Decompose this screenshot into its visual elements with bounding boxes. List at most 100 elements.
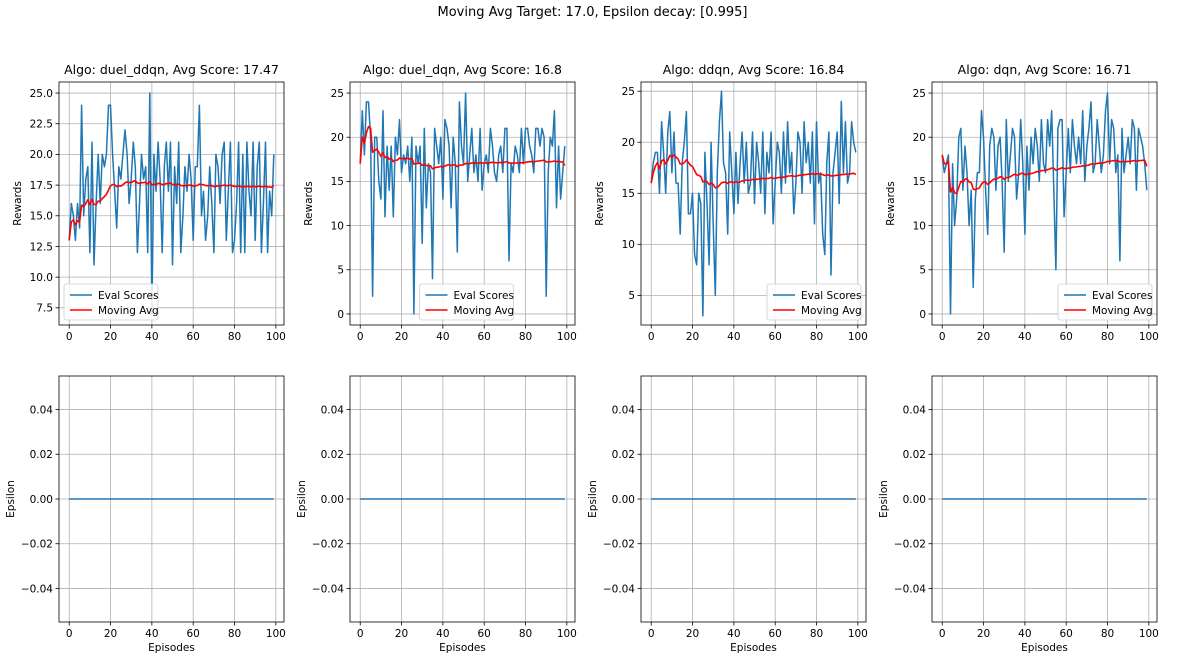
x-tick-label: 40 <box>436 628 449 640</box>
x-tick-label: 20 <box>395 331 408 343</box>
x-tick-label: 100 <box>266 331 286 343</box>
x-tick-label: 60 <box>769 331 782 343</box>
y-tick-label: −0.02 <box>894 539 926 551</box>
subplot-5: 0 20 40 60 80 100 −0.04 −0.02 0.00 0.02 0.04 Episod… <box>5 375 286 654</box>
subplot-1: 0 20 40 60 80 100 7.5 10.0 12.5 15.0 17.5 20.0 22.5 2… <box>12 62 286 343</box>
subplot-4: 0 20 40 60 80 100 0 5 10 15 20 25 Algo: dqn, Avg Sco… <box>885 62 1159 343</box>
x-tick-label: 100 <box>848 331 868 343</box>
x-tick-label: 60 <box>478 628 491 640</box>
x-tick-label: 20 <box>104 628 117 640</box>
y-tick-label: 0.00 <box>903 494 926 506</box>
x-tick-label: 0 <box>357 628 364 640</box>
legend-label: Moving Avg <box>454 305 515 317</box>
legend: Eval Scores Moving Avg <box>63 283 159 321</box>
x-tick-label: 60 <box>187 331 200 343</box>
y-tick-label: 0.04 <box>903 404 927 416</box>
x-tick-label: 80 <box>519 331 532 343</box>
x-tick-label: 100 <box>1139 331 1159 343</box>
y-tick-label: −0.02 <box>312 539 344 551</box>
x-tick-label: 80 <box>519 628 532 640</box>
x-tick-label: 20 <box>686 331 699 343</box>
y-tick-label: 25 <box>331 88 344 100</box>
x-tick-label: 40 <box>436 331 449 343</box>
y-axis-label: Rewards <box>303 181 315 226</box>
eval-scores-line <box>941 92 1148 315</box>
x-tick-label: 80 <box>810 331 823 343</box>
plot-frame <box>58 81 285 326</box>
subplot-6: 0 20 40 60 80 100 −0.04 −0.02 0.00 0.02 0.04 Episod… <box>296 375 577 654</box>
plot-frame <box>349 81 576 326</box>
x-tick-label: 20 <box>686 628 699 640</box>
x-tick-label: 80 <box>1101 628 1114 640</box>
y-tick-label: 20 <box>331 132 344 144</box>
subplot-3: 0 20 40 60 80 100 5 10 15 20 25 Algo: ddqn, Avg Sco… <box>594 62 868 343</box>
figure-title: Moving Avg Target: 17.0, Epsilon decay: … <box>437 5 748 20</box>
y-tick-label: 0.00 <box>30 494 53 506</box>
y-tick-label: 0.02 <box>30 449 53 461</box>
y-tick-label: 10 <box>331 220 344 232</box>
y-tick-label: −0.02 <box>603 539 635 551</box>
y-tick-label: 5 <box>919 265 926 277</box>
y-tick-label: 10 <box>622 239 635 251</box>
legend: Eval Scores Moving Avg <box>419 283 515 321</box>
y-tick-label: −0.04 <box>312 583 344 595</box>
eval-scores-line <box>650 90 857 317</box>
y-axis-label: Rewards <box>885 181 897 226</box>
y-tick-label: −0.04 <box>894 583 926 595</box>
legend-label: Eval Scores <box>98 290 158 302</box>
y-tick-label: 5 <box>337 265 344 277</box>
legend-box <box>419 283 514 321</box>
legend-label: Moving Avg <box>801 305 862 317</box>
y-axis-label: Epsilon <box>5 480 17 518</box>
moving-avg-line <box>359 125 566 170</box>
y-tick-label: 0 <box>919 309 926 321</box>
y-tick-label: 0.04 <box>612 404 636 416</box>
x-tick-label: 20 <box>977 628 990 640</box>
legend: Eval Scores Moving Avg <box>1057 283 1153 321</box>
y-tick-label: 20.0 <box>30 149 53 161</box>
y-tick-label: 5 <box>628 290 635 302</box>
x-tick-label: 0 <box>648 628 655 640</box>
y-tick-label: 7.5 <box>36 303 53 315</box>
x-tick-label: 100 <box>557 331 577 343</box>
x-tick-label: 40 <box>1018 331 1031 343</box>
y-axis-label: Rewards <box>12 181 24 226</box>
x-axis-label: Episodes <box>1021 642 1068 654</box>
legend-label: Eval Scores <box>1092 290 1152 302</box>
moving-avg-line <box>941 154 1148 195</box>
y-tick-label: 0.00 <box>612 494 635 506</box>
x-tick-label: 80 <box>228 628 241 640</box>
x-tick-label: 20 <box>977 331 990 343</box>
legend-label: Moving Avg <box>98 305 159 317</box>
eval-scores-line <box>68 92 275 315</box>
y-tick-label: 25.0 <box>30 88 53 100</box>
y-axis-label: Rewards <box>594 181 606 226</box>
x-tick-label: 40 <box>727 331 740 343</box>
y-tick-label: 0.04 <box>321 404 345 416</box>
x-tick-label: 0 <box>939 331 946 343</box>
subplot-title: Algo: dqn, Avg Score: 16.71 <box>958 62 1132 77</box>
subplot-title: Algo: ddqn, Avg Score: 16.84 <box>663 62 845 77</box>
x-tick-label: 40 <box>145 331 158 343</box>
y-tick-label: 0.02 <box>321 449 344 461</box>
subplot-2: 0 20 40 60 80 100 0 5 10 15 20 25 Algo: duel_dqn, Av… <box>303 62 577 343</box>
legend-label: Moving Avg <box>1092 305 1153 317</box>
eval-scores-line <box>359 92 566 315</box>
y-tick-label: 15 <box>913 176 926 188</box>
y-tick-label: −0.04 <box>603 583 635 595</box>
y-axis-label: Epsilon <box>878 480 890 518</box>
x-tick-label: 40 <box>1018 628 1031 640</box>
x-tick-label: 100 <box>1139 628 1159 640</box>
x-tick-label: 40 <box>727 628 740 640</box>
x-tick-label: 60 <box>1060 628 1073 640</box>
legend-box <box>766 283 862 321</box>
y-tick-label: 15 <box>622 188 635 200</box>
x-tick-label: 80 <box>1101 331 1114 343</box>
x-tick-label: 20 <box>104 331 117 343</box>
legend-label: Eval Scores <box>801 290 861 302</box>
x-tick-label: 60 <box>478 331 491 343</box>
x-tick-label: 40 <box>145 628 158 640</box>
y-axis-label: Epsilon <box>587 480 599 518</box>
subplot-title: Algo: duel_dqn, Avg Score: 16.8 <box>363 62 562 77</box>
legend-box <box>1057 283 1153 321</box>
